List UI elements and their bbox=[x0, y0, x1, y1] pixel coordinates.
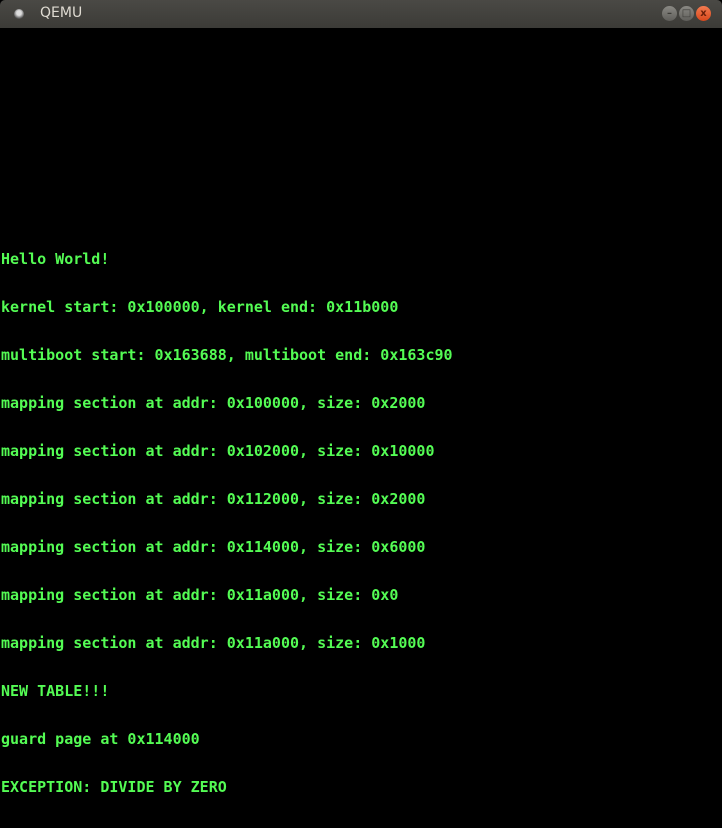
maximize-button[interactable]: □ bbox=[679, 6, 694, 21]
title-bar[interactable]: QEMU – □ x bbox=[0, 0, 722, 28]
console-line: Hello World! bbox=[1, 250, 110, 268]
console-line: mapping section at addr: 0x100000, size:… bbox=[1, 394, 426, 412]
console-line: mapping section at addr: 0x11a000, size:… bbox=[1, 634, 426, 652]
console-line: guard page at 0x114000 bbox=[1, 730, 200, 748]
console-line: mapping section at addr: 0x112000, size:… bbox=[1, 490, 426, 508]
console-line: mapping section at addr: 0x114000, size:… bbox=[1, 538, 426, 556]
vm-display[interactable]: Hello World! kernel start: 0x100000, ker… bbox=[0, 28, 722, 795]
qemu-app-icon bbox=[14, 9, 24, 19]
minimize-button[interactable]: – bbox=[662, 6, 677, 21]
console-line: kernel start: 0x100000, kernel end: 0x11… bbox=[1, 298, 399, 316]
window-title: QEMU bbox=[40, 5, 83, 21]
close-button[interactable]: x bbox=[696, 6, 711, 21]
console-output: Hello World! kernel start: 0x100000, ker… bbox=[1, 219, 453, 827]
console-line: EXCEPTION: DIVIDE BY ZERO bbox=[1, 778, 227, 796]
console-line: NEW TABLE!!! bbox=[1, 682, 110, 700]
console-line: mapping section at addr: 0x102000, size:… bbox=[1, 442, 435, 460]
console-line: mapping section at addr: 0x11a000, size:… bbox=[1, 586, 399, 604]
console-line: multiboot start: 0x163688, multiboot end… bbox=[1, 346, 453, 364]
